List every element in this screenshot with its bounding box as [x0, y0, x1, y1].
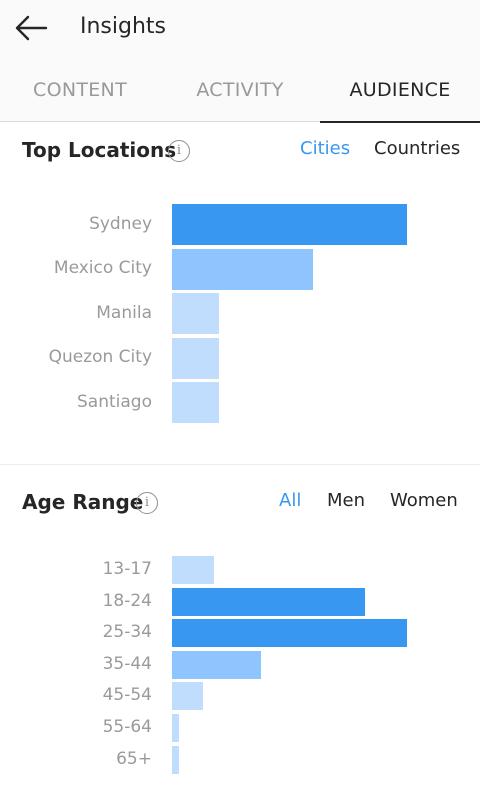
- app-header: Insights: [0, 0, 480, 58]
- bar-label: 25-34: [102, 622, 152, 643]
- bar-label: 55-64: [102, 717, 152, 737]
- tab-audience[interactable]: AUDIENCE: [320, 58, 480, 123]
- bar: [172, 204, 407, 245]
- top-locations-header: Top Locations i Cities Countries: [0, 124, 480, 180]
- info-icon[interactable]: i: [136, 492, 158, 514]
- info-icon[interactable]: i: [168, 140, 190, 162]
- filter-countries[interactable]: Countries: [374, 138, 461, 159]
- arrow-left-icon: [15, 15, 48, 41]
- bar-label: 18-24: [102, 590, 152, 611]
- bar-label: 35-44: [102, 653, 152, 674]
- bar: [172, 337, 219, 379]
- tab-activity[interactable]: ACTIVITY: [196, 79, 284, 101]
- age-range-header: Age Range i All Men Women: [0, 476, 480, 532]
- bar: [172, 248, 313, 290]
- bar-label: Quezon City: [48, 347, 152, 367]
- bar: [172, 682, 203, 711]
- bar-label: 65+: [116, 748, 152, 769]
- tab-bar: CONTENT ACTIVITY AUDIENCE: [0, 58, 480, 123]
- age-range-title: Age Range: [22, 490, 144, 514]
- filter-women[interactable]: Women: [390, 490, 458, 511]
- page-title: Insights: [80, 14, 167, 39]
- top-locations-title: Top Locations: [22, 138, 177, 162]
- filter-cities[interactable]: Cities: [300, 138, 351, 159]
- bar: [172, 293, 219, 334]
- tab-content[interactable]: CONTENT: [33, 79, 127, 101]
- bar-label: Santiago: [77, 391, 152, 412]
- bar-label: Sydney: [89, 213, 152, 234]
- bar: [172, 556, 214, 584]
- top-locations-chart: Sydney Mexico City Manila Quezon City Santia…: [0, 204, 480, 428]
- age-range-chart: 13-17 18-24 25-34 35-44 45-54 55-64 65+: [0, 556, 480, 780]
- bar-label: 13-17: [102, 559, 152, 579]
- back-button[interactable]: [12, 10, 52, 46]
- section-divider: [0, 464, 480, 465]
- bar: [172, 619, 407, 648]
- bar-label: 45-54: [102, 685, 152, 706]
- filter-men[interactable]: Men: [327, 490, 366, 511]
- bar: [172, 587, 365, 616]
- bar: [172, 714, 179, 742]
- bar: [172, 745, 179, 774]
- bar: [172, 382, 219, 423]
- filter-all[interactable]: All: [279, 490, 302, 511]
- bar-label: Mexico City: [53, 258, 152, 278]
- bar: [172, 650, 261, 679]
- bar-label: Manila: [96, 302, 152, 323]
